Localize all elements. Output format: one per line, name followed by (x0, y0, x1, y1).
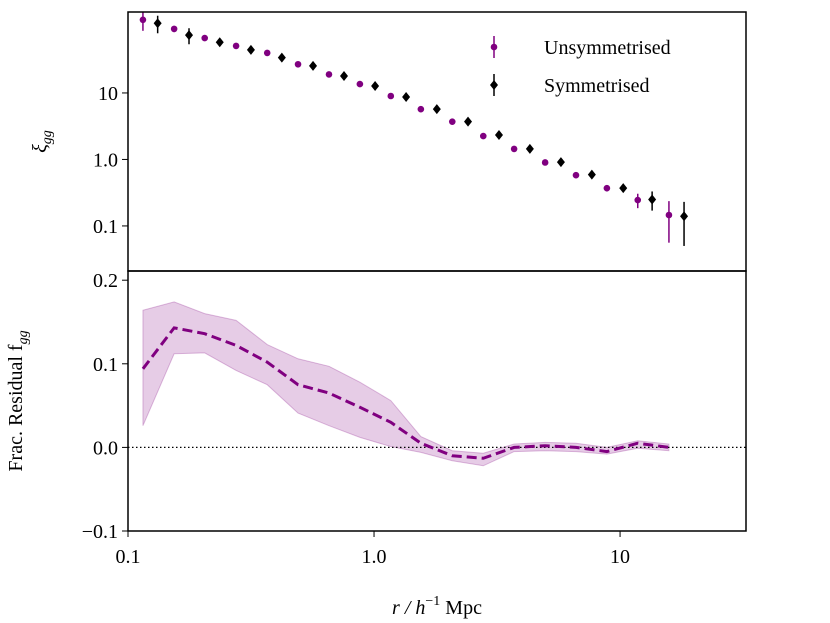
marker (464, 116, 473, 127)
marker (215, 37, 224, 48)
marker (619, 183, 628, 194)
x-tick-label: 0.1 (116, 546, 141, 568)
legend-marker (490, 43, 498, 51)
x-tick-label: 10 (610, 546, 630, 568)
legend-label: Symmetrised (544, 75, 650, 97)
marker (479, 132, 487, 140)
y-label-text: ξ (29, 144, 51, 153)
y-tick-label: 0.2 (93, 270, 118, 292)
marker (525, 143, 534, 154)
marker (494, 130, 503, 141)
x-tick-label: 1.0 (362, 546, 387, 568)
marker (417, 105, 425, 113)
legend-marker (490, 80, 498, 90)
plot-area (128, 301, 746, 467)
y-axis-label: Frac. Residual fgg (5, 330, 31, 471)
marker (510, 145, 518, 153)
marker (340, 70, 349, 81)
marker (680, 211, 689, 222)
x-label-var: r (392, 597, 400, 619)
y-tick-label: −0.1 (82, 521, 118, 543)
y-label-sub: gg (16, 330, 31, 344)
y-tick-label: 0.1 (93, 216, 118, 238)
marker (232, 42, 240, 50)
marker (185, 30, 194, 41)
marker (448, 118, 456, 125)
marker (603, 184, 611, 192)
marker (387, 92, 395, 100)
y-tick-label: 0.1 (93, 354, 118, 376)
x-label-sup: −1 (425, 594, 440, 609)
plot-area (139, 12, 689, 246)
marker (665, 211, 673, 219)
y-label-text: Frac. Residual f (5, 344, 27, 472)
marker (170, 25, 178, 33)
legend-label: Unsymmetrised (544, 37, 671, 59)
y-tick-label: 1.0 (93, 149, 118, 171)
y-tick-label: 10 (98, 83, 118, 105)
marker (371, 81, 380, 92)
band (142, 301, 670, 467)
marker (402, 91, 411, 102)
y-label-sub: gg (40, 130, 55, 144)
y-axis-label: ξgg (29, 130, 55, 153)
marker (294, 60, 302, 68)
marker (139, 16, 147, 24)
marker (263, 49, 271, 57)
marker (246, 44, 255, 55)
x-axis-label: r / h−1 Mpc (392, 594, 482, 619)
marker (356, 80, 364, 88)
marker (277, 52, 286, 63)
x-label-rest: / h (400, 597, 426, 619)
marker (634, 196, 642, 204)
marker (153, 18, 162, 29)
x-label-unit: Mpc (440, 597, 482, 619)
marker (541, 159, 549, 166)
marker (572, 171, 580, 179)
marker (648, 194, 657, 205)
marker (201, 34, 209, 42)
marker (556, 157, 565, 168)
marker (432, 104, 441, 115)
axes-frame (127, 270, 747, 532)
marker (325, 71, 333, 78)
line (141, 326, 670, 460)
y-tick-label: 0.0 (93, 437, 118, 459)
marker (587, 169, 596, 180)
marker (309, 60, 318, 71)
